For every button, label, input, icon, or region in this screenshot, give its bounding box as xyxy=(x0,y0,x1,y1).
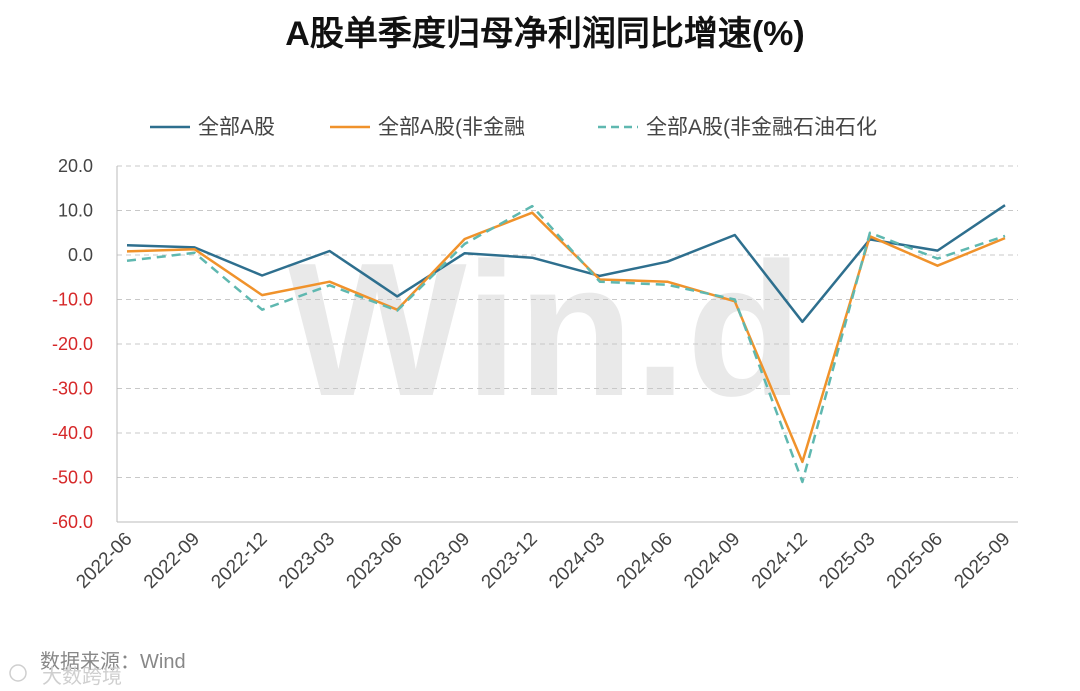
y-tick-label: -30.0 xyxy=(52,379,93,399)
series-line-3 xyxy=(126,204,1006,484)
x-tick-label: 2023-12 xyxy=(478,529,542,593)
grid xyxy=(116,165,1018,523)
x-tick-label: 2024-06 xyxy=(613,529,677,593)
y-tick-label: 10.0 xyxy=(58,201,93,221)
x-tick-label: 2024-09 xyxy=(680,529,744,593)
legend-label-2: 全部A股(非金融 xyxy=(378,116,525,139)
legend: 全部A股 全部A股(非金融 全部A股(非金融石油石化 xyxy=(150,116,877,139)
source-note: 数据来源：Wind xyxy=(40,650,186,673)
x-axis: 2022-06 2022-09 2022-12 2023-03 2023-06 2023-… xyxy=(72,529,1014,593)
x-tick-label: 2024-12 xyxy=(748,529,812,593)
y-tick-label: -50.0 xyxy=(52,468,93,488)
x-tick-label: 2022-09 xyxy=(140,529,204,593)
x-tick-label: 2025-03 xyxy=(815,529,879,593)
brand-logo-text: 大数跨境 xyxy=(42,665,122,688)
x-tick-label: 2023-06 xyxy=(343,529,407,593)
y-tick-label: -20.0 xyxy=(52,334,93,354)
chart-title: A股单季度归母净利润同比增速(%) xyxy=(285,15,804,53)
legend-label-3: 全部A股(非金融石油石化 xyxy=(646,116,877,139)
y-tick-label: 20.0 xyxy=(58,156,93,176)
y-tick-label: 0.0 xyxy=(68,245,93,265)
x-tick-label: 2025-09 xyxy=(950,529,1014,593)
brand-logo-icon xyxy=(9,664,27,682)
x-tick-label: 2025-06 xyxy=(883,529,947,593)
y-tick-label: -40.0 xyxy=(52,423,93,443)
watermark: Win.d xyxy=(287,224,802,436)
x-tick-label: 2023-03 xyxy=(275,529,339,593)
brand-logo: 大数跨境 xyxy=(9,664,122,688)
x-tick-label: 2024-03 xyxy=(545,529,609,593)
y-tick-label: -10.0 xyxy=(52,290,93,310)
series-lines xyxy=(126,204,1006,484)
x-tick-label: 2023-09 xyxy=(410,529,474,593)
legend-label-1: 全部A股 xyxy=(198,116,275,139)
y-axis: 20.0 10.0 0.0 -10.0 -20.0 -30.0 -40.0 -50.0 -60.… xyxy=(52,156,93,532)
x-tick-label: 2022-12 xyxy=(207,529,271,593)
series-line-1 xyxy=(126,204,1006,324)
x-tick-label: 2022-06 xyxy=(72,529,136,593)
y-tick-label: -60.0 xyxy=(52,512,93,532)
series-line-2 xyxy=(126,211,1006,464)
